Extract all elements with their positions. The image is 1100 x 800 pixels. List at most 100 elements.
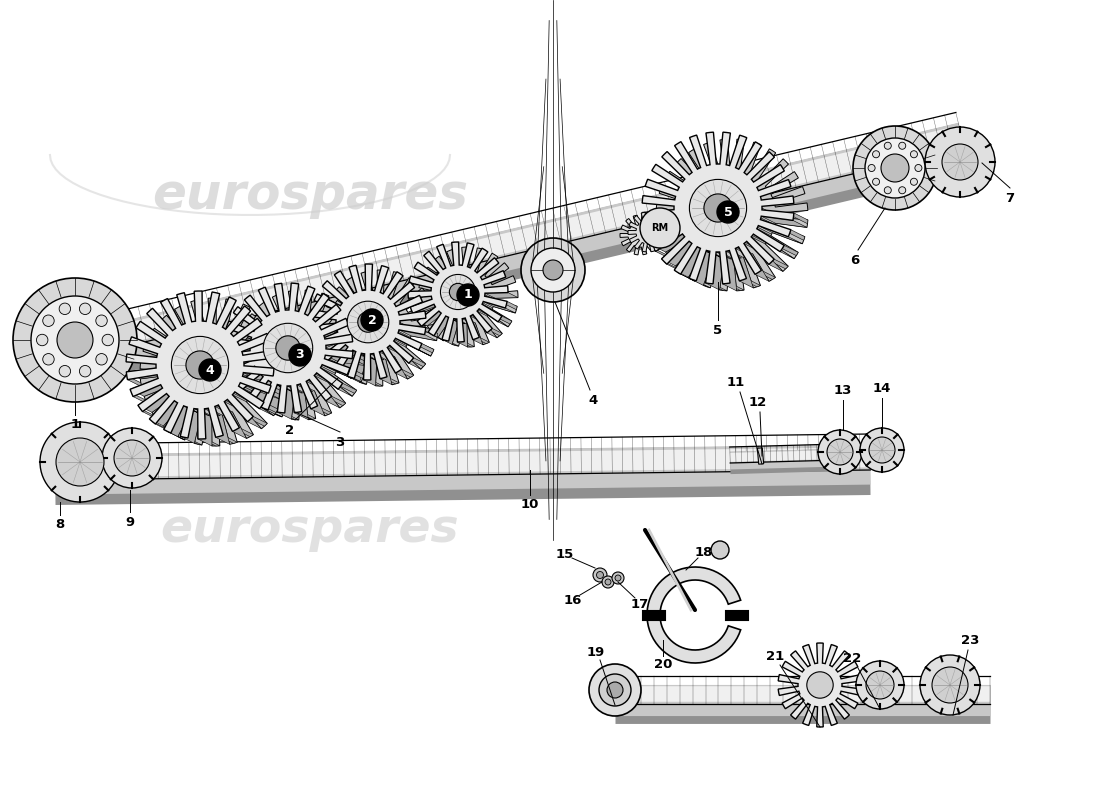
Text: 2: 2 — [367, 314, 376, 326]
Text: RM: RM — [651, 223, 669, 233]
Circle shape — [56, 438, 104, 486]
Polygon shape — [389, 346, 421, 370]
Circle shape — [36, 334, 48, 346]
Polygon shape — [446, 340, 459, 346]
Circle shape — [920, 655, 980, 715]
Polygon shape — [219, 405, 246, 438]
Text: 3: 3 — [336, 435, 344, 449]
Polygon shape — [322, 270, 438, 386]
Polygon shape — [264, 409, 282, 417]
Polygon shape — [309, 379, 340, 408]
Circle shape — [96, 354, 108, 365]
Polygon shape — [387, 346, 400, 354]
Polygon shape — [270, 386, 285, 397]
Polygon shape — [690, 248, 714, 286]
Polygon shape — [719, 252, 737, 291]
Circle shape — [872, 150, 880, 158]
Circle shape — [911, 150, 917, 158]
Polygon shape — [490, 329, 503, 336]
Polygon shape — [482, 303, 493, 310]
Polygon shape — [446, 316, 458, 322]
Circle shape — [59, 303, 70, 314]
Circle shape — [602, 576, 614, 588]
Circle shape — [860, 428, 904, 472]
Polygon shape — [351, 378, 366, 384]
Polygon shape — [439, 311, 450, 317]
Polygon shape — [235, 370, 271, 393]
Polygon shape — [651, 229, 693, 252]
Polygon shape — [324, 357, 339, 366]
Polygon shape — [454, 318, 465, 324]
Polygon shape — [362, 354, 375, 360]
Text: 11: 11 — [727, 377, 745, 390]
Polygon shape — [140, 298, 288, 446]
Polygon shape — [419, 324, 431, 331]
Circle shape — [102, 428, 162, 488]
Polygon shape — [223, 358, 239, 369]
Polygon shape — [697, 246, 713, 254]
Text: 1: 1 — [463, 289, 472, 302]
Polygon shape — [471, 315, 482, 321]
Circle shape — [911, 178, 917, 186]
Polygon shape — [126, 291, 274, 439]
Polygon shape — [410, 299, 442, 312]
Text: 5: 5 — [714, 323, 723, 337]
Polygon shape — [184, 406, 199, 414]
Polygon shape — [674, 243, 706, 277]
Polygon shape — [167, 431, 185, 440]
Polygon shape — [506, 302, 517, 310]
Bar — [757, 448, 763, 464]
Polygon shape — [138, 388, 176, 412]
Polygon shape — [238, 290, 367, 420]
Polygon shape — [223, 283, 353, 413]
Text: 4: 4 — [206, 363, 214, 377]
Polygon shape — [229, 374, 244, 385]
Circle shape — [607, 682, 623, 698]
Circle shape — [605, 579, 610, 585]
Polygon shape — [678, 226, 692, 234]
Text: 15: 15 — [556, 547, 574, 561]
Polygon shape — [736, 248, 751, 255]
Polygon shape — [223, 350, 264, 362]
Polygon shape — [411, 358, 426, 366]
Polygon shape — [398, 331, 410, 339]
Polygon shape — [693, 280, 711, 288]
Polygon shape — [374, 354, 392, 385]
Polygon shape — [240, 382, 283, 400]
Circle shape — [884, 142, 891, 150]
Text: 7: 7 — [1005, 191, 1014, 205]
Polygon shape — [333, 347, 360, 374]
Text: 17: 17 — [631, 598, 649, 610]
Polygon shape — [394, 340, 407, 347]
Polygon shape — [408, 295, 418, 303]
Circle shape — [199, 359, 221, 381]
Polygon shape — [262, 402, 278, 413]
Circle shape — [612, 572, 624, 584]
Polygon shape — [442, 318, 459, 344]
Text: 14: 14 — [872, 382, 891, 394]
Polygon shape — [317, 373, 352, 396]
Polygon shape — [130, 378, 172, 396]
Polygon shape — [758, 226, 802, 244]
Text: 22: 22 — [843, 651, 861, 665]
Circle shape — [856, 661, 904, 709]
Circle shape — [172, 336, 229, 394]
Polygon shape — [261, 382, 285, 414]
Circle shape — [13, 278, 138, 402]
Polygon shape — [431, 334, 444, 341]
Polygon shape — [152, 422, 169, 431]
Polygon shape — [322, 365, 361, 382]
Polygon shape — [716, 252, 732, 259]
Polygon shape — [140, 409, 156, 418]
Circle shape — [881, 154, 909, 182]
Polygon shape — [367, 380, 383, 386]
Circle shape — [521, 238, 585, 302]
Polygon shape — [371, 354, 384, 360]
Polygon shape — [336, 370, 351, 378]
Polygon shape — [184, 438, 202, 445]
Circle shape — [899, 142, 905, 150]
Polygon shape — [729, 250, 754, 288]
Circle shape — [79, 303, 91, 314]
Polygon shape — [126, 368, 170, 379]
Polygon shape — [329, 396, 345, 406]
